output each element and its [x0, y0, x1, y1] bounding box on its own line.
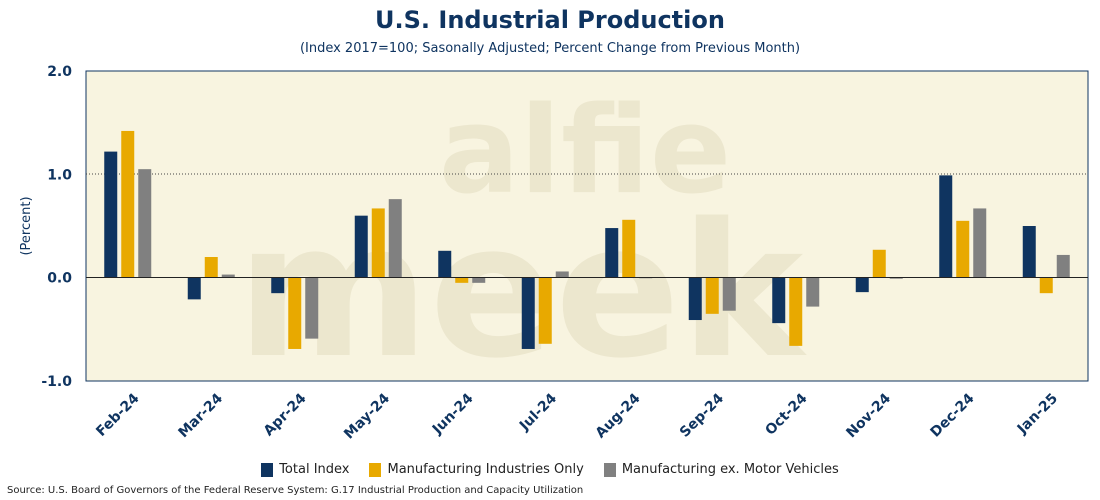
chart-subtitle: (Index 2017=100; Sasonally Adjusted; Per… — [299, 41, 801, 56]
x-tick-label: Feb-24 — [93, 390, 143, 440]
y-tick-label: 2.0 — [47, 64, 72, 80]
bar-total-index-jun-24 — [438, 250, 452, 278]
bar-manufacturing-ex-motor-vehicles-apr-24 — [305, 277, 319, 339]
legend-item-total-index: Total Index — [261, 462, 349, 477]
x-tick-label: Dec-24 — [928, 390, 978, 440]
bar-manufacturing-industries-only-nov-24 — [872, 249, 886, 278]
bar-total-index-jan-25 — [1022, 226, 1036, 278]
legend-item-manufacturing-ex-mv: Manufacturing ex. Motor Vehicles — [603, 462, 839, 477]
bar-total-index-oct-24 — [772, 277, 786, 324]
bar-manufacturing-industries-only-jun-24 — [455, 277, 469, 283]
plot-background — [85, 70, 1089, 382]
legend: Total Index Manufacturing Industries Onl… — [0, 462, 1100, 477]
bar-manufacturing-industries-only-jan-25 — [1039, 277, 1053, 294]
bar-manufacturing-ex-motor-vehicles-feb-24 — [138, 169, 152, 278]
bar-total-index-mar-24 — [187, 277, 201, 300]
bar-manufacturing-industries-only-mar-24 — [204, 257, 218, 278]
legend-label-total-index: Total Index — [279, 462, 350, 477]
watermark-line-1: alfie — [439, 82, 731, 221]
bar-manufacturing-ex-motor-vehicles-oct-24 — [806, 277, 820, 307]
bar-manufacturing-industries-only-may-24 — [371, 208, 385, 278]
bar-manufacturing-industries-only-sep-24 — [705, 277, 719, 314]
bar-manufacturing-industries-only-oct-24 — [789, 277, 803, 346]
bar-total-index-nov-24 — [855, 277, 869, 293]
legend-swatch-manufacturing-ex-mv — [603, 462, 616, 477]
legend-item-manufacturing: Manufacturing Industries Only — [369, 462, 584, 477]
bar-manufacturing-industries-only-dec-24 — [956, 220, 970, 278]
bar-manufacturing-ex-motor-vehicles-jun-24 — [472, 277, 486, 283]
x-tick-label: Mar-24 — [175, 390, 226, 441]
x-tick-label: Nov-24 — [843, 390, 894, 441]
bar-manufacturing-ex-motor-vehicles-dec-24 — [973, 208, 987, 278]
y-tick-label: -1.0 — [41, 374, 72, 390]
legend-swatch-total-index — [261, 462, 274, 477]
y-tick-label: 1.0 — [47, 167, 72, 183]
bar-manufacturing-ex-motor-vehicles-jan-25 — [1056, 254, 1070, 278]
legend-swatch-manufacturing — [369, 462, 382, 477]
legend-label-manufacturing-ex-mv: Manufacturing ex. Motor Vehicles — [621, 462, 839, 477]
x-tick-label: Jan-25 — [1014, 391, 1061, 438]
y-axis-label: (Percent) — [19, 196, 34, 255]
bar-total-index-aug-24 — [605, 228, 619, 278]
source-note: Source: U.S. Board of Governors of the F… — [7, 485, 584, 496]
bar-total-index-sep-24 — [688, 277, 702, 321]
bar-manufacturing-ex-motor-vehicles-sep-24 — [722, 277, 736, 311]
bar-total-index-may-24 — [354, 215, 368, 278]
bars — [104, 130, 1070, 349]
bar-manufacturing-industries-only-apr-24 — [288, 277, 302, 349]
bar-manufacturing-industries-only-aug-24 — [622, 219, 636, 278]
bar-total-index-dec-24 — [939, 175, 953, 278]
bar-total-index-jul-24 — [521, 277, 535, 349]
bar-total-index-apr-24 — [271, 277, 285, 294]
y-axis: 2.0 1.0 0.0 -1.0 — [41, 64, 72, 390]
legend-label-manufacturing: Manufacturing Industries Only — [387, 462, 584, 477]
bar-manufacturing-industries-only-jul-24 — [538, 277, 552, 344]
bar-manufacturing-ex-motor-vehicles-may-24 — [388, 199, 402, 278]
bar-manufacturing-ex-motor-vehicles-jul-24 — [555, 271, 569, 278]
bar-total-index-feb-24 — [104, 151, 118, 278]
y-tick-label: 0.0 — [47, 271, 72, 287]
bar-manufacturing-ex-motor-vehicles-mar-24 — [221, 274, 235, 278]
bar-manufacturing-ex-motor-vehicles-nov-24 — [889, 277, 903, 279]
chart-title: U.S. Industrial Production — [375, 6, 725, 34]
bar-manufacturing-industries-only-feb-24 — [121, 130, 135, 278]
